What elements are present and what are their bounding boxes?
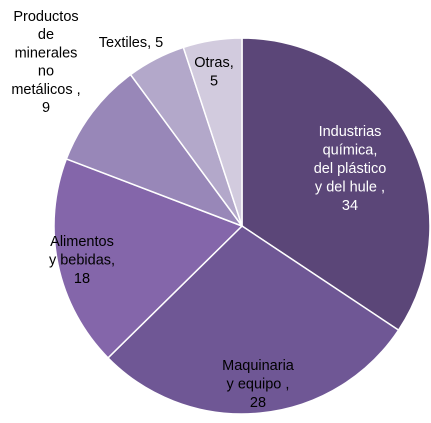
data-label-line: química,	[323, 143, 378, 159]
data-label-textiles: Textiles, 5	[99, 35, 163, 51]
data-label-line: de	[38, 27, 54, 43]
data-label-line: Alimentos	[50, 234, 114, 250]
pie-slice-maquinaria-y-equipo	[106, 225, 400, 415]
data-label-line: 18	[74, 271, 90, 287]
data-label-industrias-quimica-del-plastico-y-del-hule: Industrias química, del plástico y del hule…	[314, 124, 387, 214]
data-label-maquinaria-y-equipo: Maquinaria y equipo , 28	[222, 358, 295, 411]
pie-slices	[53, 37, 431, 415]
pie-slice-productos-de-minerales-no-metalicos	[65, 73, 245, 228]
data-label-line: 34	[342, 198, 358, 214]
data-label-line: y bebidas,	[49, 253, 115, 269]
data-label-line: 5	[210, 74, 218, 90]
data-label-line: minerales	[15, 45, 78, 61]
data-label-productos-de-minerales-no-metalicos: Productos de minerales no metálicos , 9	[11, 9, 80, 116]
data-label-line: Industrias	[319, 124, 382, 140]
data-label-line: del plástico	[314, 161, 387, 177]
data-label-otras: Otras, 5	[194, 55, 233, 90]
data-label-line: y equipo ,	[227, 377, 290, 393]
pie-labels: Industrias química, del plástico y del hule…	[11, 9, 386, 411]
data-label-line: y del hule ,	[315, 180, 385, 196]
data-label-line: no	[38, 64, 54, 80]
data-label-line: Productos	[13, 9, 78, 25]
data-label-line: 28	[250, 395, 266, 411]
data-label-line: Maquinaria	[222, 358, 295, 374]
pie-slice-otras	[182, 37, 243, 227]
data-label-alimentos-y-bebidas: Alimentos y bebidas, 18	[49, 234, 115, 287]
data-label-line: 9	[42, 100, 50, 116]
data-label-line: Textiles, 5	[99, 35, 163, 51]
data-label-line: metálicos ,	[11, 82, 80, 98]
data-label-line: Otras,	[194, 55, 233, 71]
